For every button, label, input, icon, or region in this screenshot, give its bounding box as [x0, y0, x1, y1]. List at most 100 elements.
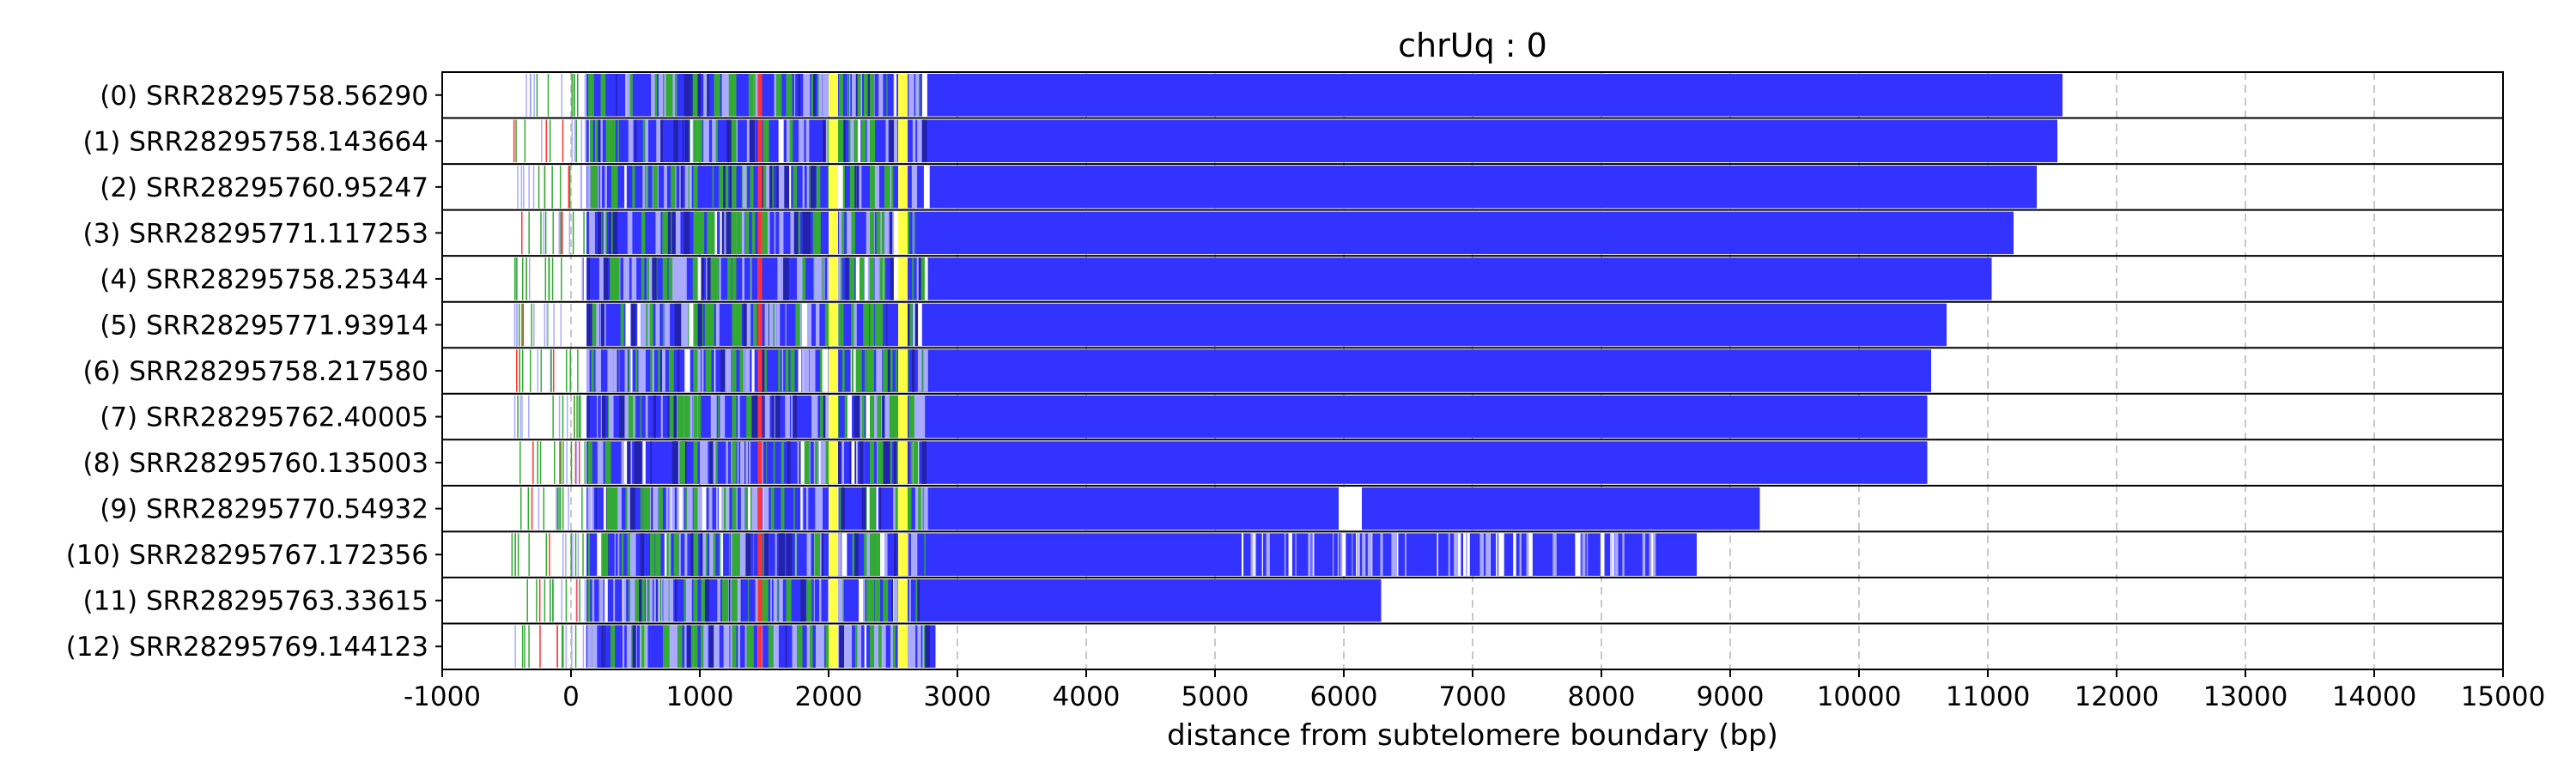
variant-mark: [630, 441, 633, 484]
variant-mark: [751, 487, 758, 530]
variant-mark: [778, 533, 785, 576]
variant-mark: [664, 166, 667, 209]
feature-mark: [870, 211, 874, 255]
feature-mark: [870, 119, 874, 163]
feature-mark: [693, 303, 698, 347]
variant-mark: [798, 211, 801, 255]
variant-mark: [824, 303, 827, 347]
variant-mark: [841, 533, 848, 576]
variant-mark: [677, 625, 683, 668]
variant-mark: [774, 303, 777, 347]
feature-mark: [757, 257, 762, 300]
variant-mark: [1479, 533, 1484, 576]
variant-mark: [897, 625, 899, 668]
variant-mark: [850, 303, 856, 347]
variant-mark: [839, 211, 843, 255]
variant-mark: [837, 119, 844, 163]
variant-mark: [751, 395, 758, 439]
variant-mark: [667, 395, 669, 439]
feature-mark: [732, 487, 737, 530]
variant-mark: [606, 487, 612, 530]
variant-mark: [630, 533, 634, 576]
variant-mark: [582, 625, 585, 668]
feature-mark: [757, 533, 762, 576]
variant-mark: [723, 625, 730, 668]
variant-mark: [854, 625, 858, 668]
x-tick-label: 12000: [2075, 681, 2160, 712]
variant-mark: [806, 166, 810, 209]
variant-mark: [707, 211, 711, 255]
variant-mark: [520, 211, 523, 255]
variant-mark: [599, 166, 603, 209]
variant-mark: [748, 578, 750, 622]
variant-mark: [674, 303, 680, 347]
feature-mark: [693, 578, 698, 622]
variant-mark: [581, 257, 583, 300]
variant-mark: [1394, 533, 1397, 576]
feature-mark: [757, 166, 762, 209]
variant-mark: [650, 349, 653, 392]
variant-mark: [726, 487, 730, 530]
variant-mark: [532, 166, 535, 209]
variant-mark: [859, 257, 865, 300]
variant-mark: [795, 303, 800, 347]
variant-mark: [913, 441, 919, 484]
variant-mark: [784, 166, 790, 209]
variant-mark: [1528, 533, 1533, 576]
variant-mark: [568, 487, 569, 530]
variant-mark: [529, 349, 532, 392]
variant-mark: [627, 441, 632, 484]
variant-mark: [612, 211, 618, 255]
variant-mark: [640, 441, 646, 484]
variant-mark: [575, 578, 578, 622]
variant-mark: [642, 441, 646, 484]
variant-mark: [819, 533, 822, 576]
variant-mark: [579, 578, 580, 622]
variant-mark: [702, 625, 708, 668]
variant-mark: [549, 578, 551, 622]
variant-mark: [611, 487, 618, 530]
variant-mark: [1261, 533, 1263, 576]
telomere-bar: [586, 211, 2014, 255]
variant-mark: [845, 257, 849, 300]
variant-mark: [793, 211, 799, 255]
variant-mark: [852, 533, 857, 576]
variant-mark: [562, 487, 564, 530]
feature-mark: [693, 119, 698, 163]
feature-mark: [732, 625, 737, 668]
feature-mark: [693, 395, 698, 439]
variant-mark: [1295, 533, 1297, 576]
variant-mark: [629, 578, 635, 622]
variant-mark: [913, 533, 918, 576]
variant-mark: [744, 211, 750, 255]
variant-mark: [841, 303, 844, 347]
variant-mark: [713, 211, 718, 255]
feature-mark: [870, 303, 874, 347]
variant-mark: [761, 349, 765, 392]
variant-mark: [565, 625, 568, 668]
variant-mark: [660, 119, 663, 163]
variant-mark: [860, 625, 862, 668]
variant-mark: [587, 257, 591, 300]
variant-mark: [645, 625, 648, 668]
variant-mark: [520, 166, 523, 209]
variant-mark: [864, 74, 868, 117]
variant-mark: [533, 74, 535, 117]
variant-mark: [841, 211, 845, 255]
variant-mark: [854, 119, 858, 163]
variant-mark: [823, 74, 825, 117]
feature-mark: [829, 625, 838, 668]
variant-mark: [597, 166, 599, 209]
variant-mark: [800, 578, 806, 622]
variant-mark: [914, 487, 919, 530]
variant-mark: [883, 441, 890, 484]
variant-mark: [879, 533, 884, 576]
feature-mark: [732, 441, 737, 484]
variant-mark: [802, 211, 809, 255]
variant-mark: [721, 487, 726, 530]
variant-mark: [849, 257, 855, 300]
feature-mark: [829, 303, 838, 347]
variant-mark: [708, 303, 711, 347]
variant-mark: [597, 119, 601, 163]
variant-mark: [735, 119, 738, 163]
